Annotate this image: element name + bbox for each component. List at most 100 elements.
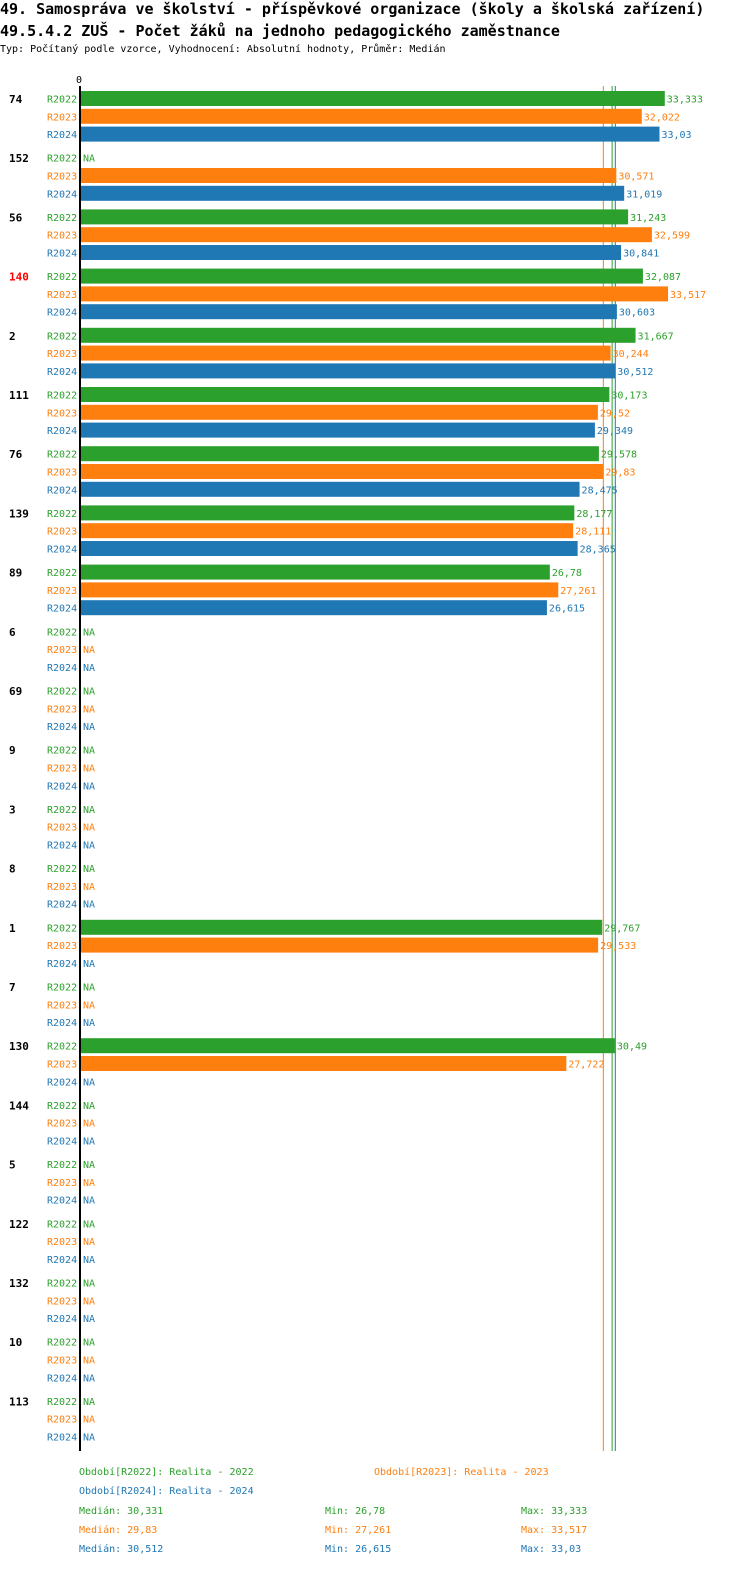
data-label: NA: [83, 1279, 95, 1290]
bar: [80, 185, 625, 201]
bar: [80, 345, 611, 361]
category-label: 130: [9, 1040, 29, 1053]
series-label: R2022: [47, 627, 77, 638]
series-label: R2023: [47, 112, 77, 123]
series-label: R2023: [47, 172, 77, 183]
data-label: NA: [83, 1160, 95, 1171]
data-label: NA: [83, 1373, 95, 1384]
series-label: R2023: [47, 941, 77, 952]
series-label: R2022: [47, 213, 77, 224]
bar: [80, 209, 629, 225]
series-label: R2024: [47, 959, 77, 970]
bar: [80, 286, 669, 302]
series-label: R2022: [47, 568, 77, 579]
category-label: 139: [9, 507, 29, 520]
chart-type-line: Typ: Počítaný podle vzorce, Vyhodnocení:…: [0, 44, 446, 55]
data-label: NA: [83, 1196, 95, 1207]
data-label: 32,022: [644, 112, 680, 123]
stat-max: Max: 33,03: [521, 1544, 581, 1555]
category-label: 56: [9, 211, 23, 224]
data-label: 28,365: [580, 545, 616, 556]
bar: [80, 505, 575, 521]
data-label: 31,667: [638, 331, 674, 342]
category-label: 140: [9, 271, 29, 284]
series-label: R2022: [47, 687, 77, 698]
bar: [80, 327, 636, 343]
bar: [80, 481, 580, 497]
bar: [80, 387, 610, 402]
data-label: 33,333: [667, 95, 703, 106]
data-label: 29,83: [605, 468, 635, 479]
series-label: R2024: [47, 1018, 77, 1029]
legend-entry-r2022: Období[R2022]: Realita - 2022: [79, 1466, 254, 1478]
chart-subtitle: 49.5.4.2 ZUŠ - Počet žáků na jednoho ped…: [0, 22, 560, 40]
series-label: R2024: [47, 1433, 77, 1444]
series-label: R2024: [47, 1137, 77, 1148]
data-label: 26,78: [552, 568, 582, 579]
series-label: R2023: [47, 882, 77, 893]
data-label: NA: [83, 627, 95, 638]
data-label: NA: [83, 1000, 95, 1011]
data-label: NA: [83, 1101, 95, 1112]
series-label: R2023: [47, 764, 77, 775]
data-label: NA: [83, 841, 95, 852]
series-label: R2024: [47, 1373, 77, 1384]
bar: [80, 937, 599, 953]
data-label: NA: [83, 1296, 95, 1307]
series-label: R2024: [47, 485, 77, 496]
series-label: R2024: [47, 1077, 77, 1088]
series-label: R2022: [47, 923, 77, 934]
data-label: 33,517: [670, 290, 706, 301]
series-label: R2023: [47, 349, 77, 360]
bar: [80, 422, 595, 438]
bar: [80, 541, 578, 556]
bar: [80, 268, 643, 284]
data-label: NA: [83, 983, 95, 994]
data-label: 30,841: [623, 249, 659, 260]
data-label: NA: [83, 1338, 95, 1349]
x-zero-label: 0: [76, 75, 82, 86]
series-label: R2023: [47, 1119, 77, 1130]
chart-title: 49. Samospráva ve školství - příspěvkové…: [0, 0, 705, 18]
series-label: R2022: [47, 509, 77, 520]
stat-median: Medián: 30,512: [79, 1543, 163, 1555]
data-label: NA: [83, 1018, 95, 1029]
series-label: R2023: [47, 1000, 77, 1011]
series-label: R2023: [47, 1356, 77, 1367]
stat-min: Min: 26,78: [325, 1506, 385, 1517]
series-label: R2023: [47, 468, 77, 479]
category-label: 7: [9, 981, 16, 994]
series-label: R2023: [47, 1237, 77, 1248]
series-label: R2023: [47, 527, 77, 538]
category-label: 111: [9, 389, 29, 402]
series-label: R2024: [47, 426, 77, 437]
series-label: R2023: [47, 823, 77, 834]
series-label: R2024: [47, 1255, 77, 1266]
category-label: 76: [9, 448, 23, 461]
bar: [80, 464, 604, 479]
data-label: 28,111: [575, 527, 611, 538]
series-label: R2023: [47, 231, 77, 242]
data-label: NA: [83, 1178, 95, 1189]
data-label: NA: [83, 1219, 95, 1230]
data-label: 28,177: [576, 509, 612, 520]
data-label: NA: [83, 1433, 95, 1444]
data-label: 30,571: [618, 172, 654, 183]
data-label: NA: [83, 864, 95, 875]
stat-min: Min: 26,615: [325, 1544, 391, 1555]
category-label: 113: [9, 1395, 29, 1408]
category-label: 3: [9, 803, 16, 816]
legend-entry-r2024: Období[R2024]: Realita - 2024: [79, 1485, 254, 1497]
series-label: R2024: [47, 189, 77, 200]
category-label: 2: [9, 330, 16, 343]
data-label: 27,261: [560, 586, 596, 597]
data-label: 31,019: [626, 189, 662, 200]
data-label: 32,599: [654, 231, 690, 242]
bar: [80, 227, 652, 243]
category-label: 152: [9, 152, 29, 165]
bar: [80, 1038, 615, 1054]
series-label: R2024: [47, 308, 77, 319]
series-label: R2022: [47, 1160, 77, 1171]
series-label: R2022: [47, 1101, 77, 1112]
data-label: NA: [83, 1356, 95, 1367]
